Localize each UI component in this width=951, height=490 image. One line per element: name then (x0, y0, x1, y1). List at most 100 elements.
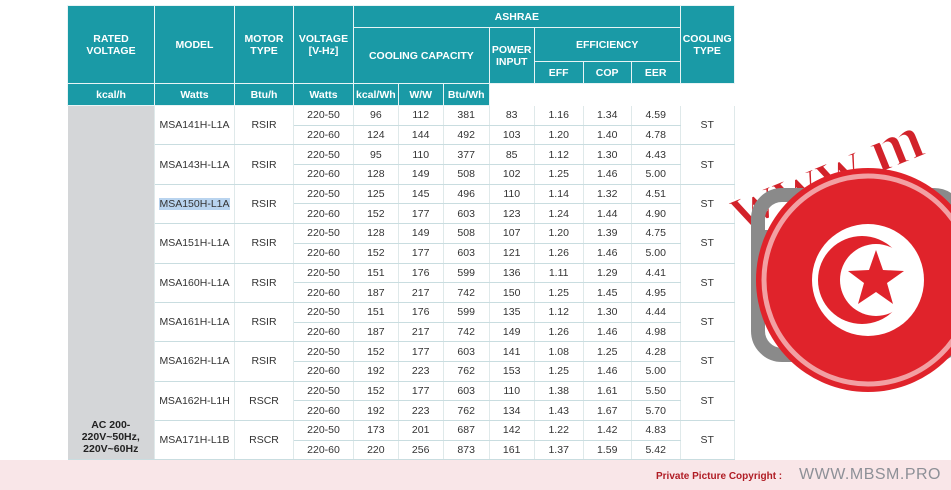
model-name: MSA141H-L1A (159, 119, 230, 132)
kcal-cell: 128 (353, 223, 399, 244)
power-cell: 123 (489, 203, 535, 225)
motor-type-cell: RSIR (234, 223, 294, 264)
eff-cell: 1.11 (534, 263, 584, 284)
power-cell: 149 (489, 322, 535, 343)
model-cell: MSA141H-L1A (154, 105, 235, 146)
unit-btu-h: Btu/h (234, 83, 294, 106)
unit-watts: Watts (154, 83, 235, 106)
kcal-cell: 187 (353, 322, 399, 343)
cop-cell: 1.40 (583, 125, 632, 146)
cooling-type-cell: ST (680, 144, 735, 185)
voltage-cell: 220-60 (293, 125, 354, 146)
power-cell: 110 (489, 184, 535, 205)
power-cell: 142 (489, 420, 535, 441)
btu-cell: 599 (443, 263, 490, 284)
eff-cell: 1.26 (534, 243, 584, 264)
header-cop: COP (582, 61, 632, 84)
watts-cell: 112 (398, 105, 444, 126)
btu-cell: 377 (443, 144, 490, 166)
cop-cell: 1.44 (583, 203, 632, 225)
model-cell: MSA143H-L1A (154, 144, 235, 185)
kcal-cell: 151 (353, 263, 399, 284)
model-name: MSA171H-L1B (159, 434, 230, 447)
power-cell: 161 (489, 440, 535, 461)
power-cell: 121 (489, 243, 535, 264)
voltage-cell: 220-50 (293, 184, 354, 205)
btu-cell: 381 (443, 105, 490, 126)
btu-cell: 603 (443, 381, 490, 402)
watts-cell: 144 (398, 125, 444, 146)
eff-cell: 1.37 (534, 440, 584, 461)
voltage-cell: 220-60 (293, 203, 354, 225)
rated-voltage-cell: AC 200-220V~50Hz, 220V~60Hz (67, 105, 155, 461)
table-row: 220-60 192 223 762 134 1.43 1.67 5.70 (68, 400, 735, 421)
btu-cell: 742 (443, 282, 490, 303)
kcal-cell: 187 (353, 282, 399, 303)
table-row: 220-60 187 217 742 150 1.25 1.45 4.95 (68, 282, 735, 303)
model-cell: MSA161H-L1A (154, 302, 235, 343)
eff-cell: 1.20 (534, 125, 584, 146)
watts-cell: 223 (398, 361, 444, 382)
watts-cell: 223 (398, 400, 444, 421)
watts-cell: 177 (398, 341, 444, 362)
cop-cell: 1.30 (583, 302, 632, 323)
btu-cell: 603 (443, 203, 490, 225)
watts-cell: 149 (398, 164, 444, 185)
table-row: MSA162H-L1H RSCR 220-50 152 177 603 110 1.38 1.6… (68, 381, 735, 422)
kcal-cell: 192 (353, 400, 399, 421)
voltage-cell: 220-50 (293, 144, 354, 166)
eff-cell: 1.14 (534, 184, 584, 205)
watts-cell: 177 (398, 203, 444, 225)
cop-cell: 1.46 (583, 322, 632, 343)
eer-cell: 4.83 (631, 420, 681, 441)
header-motor-type: MOTOR TYPE (234, 5, 294, 84)
header-efficiency: EFFICIENCY (533, 27, 681, 62)
cop-cell: 1.67 (583, 400, 632, 421)
eer-cell: 5.42 (631, 440, 681, 461)
unit-kcal-wh: kcal/Wh (353, 83, 399, 106)
cooling-type-cell: ST (680, 341, 735, 382)
voltage-cell: 220-50 (293, 381, 354, 402)
btu-cell: 873 (443, 440, 490, 461)
btu-cell: 603 (443, 341, 490, 362)
power-cell: 83 (489, 105, 535, 126)
cop-cell: 1.59 (583, 440, 632, 461)
table-row: 220-60 220 256 873 161 1.37 1.59 5.42 (68, 440, 735, 461)
unit-power-watts: Watts (293, 83, 354, 106)
power-cell: 110 (489, 381, 535, 402)
voltage-cell: 220-60 (293, 243, 354, 264)
voltage-cell: 220-60 (293, 361, 354, 382)
btu-cell: 742 (443, 322, 490, 343)
voltage-cell: 220-60 (293, 400, 354, 421)
header-model: MODEL (154, 5, 235, 84)
cop-cell: 1.34 (583, 105, 632, 126)
header-rated-voltage: RATED VOLTAGE (67, 5, 155, 84)
kcal-cell: 192 (353, 361, 399, 382)
voltage-cell: 220-50 (293, 105, 354, 126)
model-name: MSA151H-L1A (159, 237, 230, 250)
header-ashrae: ASHRAE (353, 5, 681, 28)
eff-cell: 1.16 (534, 105, 584, 126)
unit-w-w: W/W (397, 83, 444, 106)
model-cell: MSA151H-L1A (154, 223, 235, 264)
motor-type-cell: RSIR (234, 184, 294, 225)
watermark: www.m (716, 100, 951, 392)
table-row: AC 200-220V~50Hz, 220V~60Hz MSA141H-L1A RS… (67, 105, 735, 461)
voltage-cell: 220-60 (293, 282, 354, 303)
table-row: MSA171H-L1B RSCR 220-50 173 201 687 142 1.22 1.4… (68, 420, 735, 461)
eff-cell: 1.22 (534, 420, 584, 441)
eer-cell: 5.00 (631, 164, 681, 185)
cop-cell: 1.29 (583, 263, 632, 284)
eer-cell: 4.44 (631, 302, 681, 323)
table-row: MSA162H-L1A RSIR 220-50 152 177 603 141 1.08 1.2… (68, 341, 735, 382)
motor-type-cell: RSIR (234, 105, 294, 146)
eer-cell: 4.51 (631, 184, 681, 205)
watts-cell: 201 (398, 420, 444, 441)
power-cell: 134 (489, 400, 535, 421)
kcal-cell: 152 (353, 341, 399, 362)
kcal-cell: 220 (353, 440, 399, 461)
voltage-cell: 220-50 (293, 263, 354, 284)
header-eer: EER (630, 61, 681, 84)
table-body: AC 200-220V~50Hz, 220V~60Hz MSA141H-L1A RS… (67, 105, 735, 461)
power-cell: 150 (489, 282, 535, 303)
